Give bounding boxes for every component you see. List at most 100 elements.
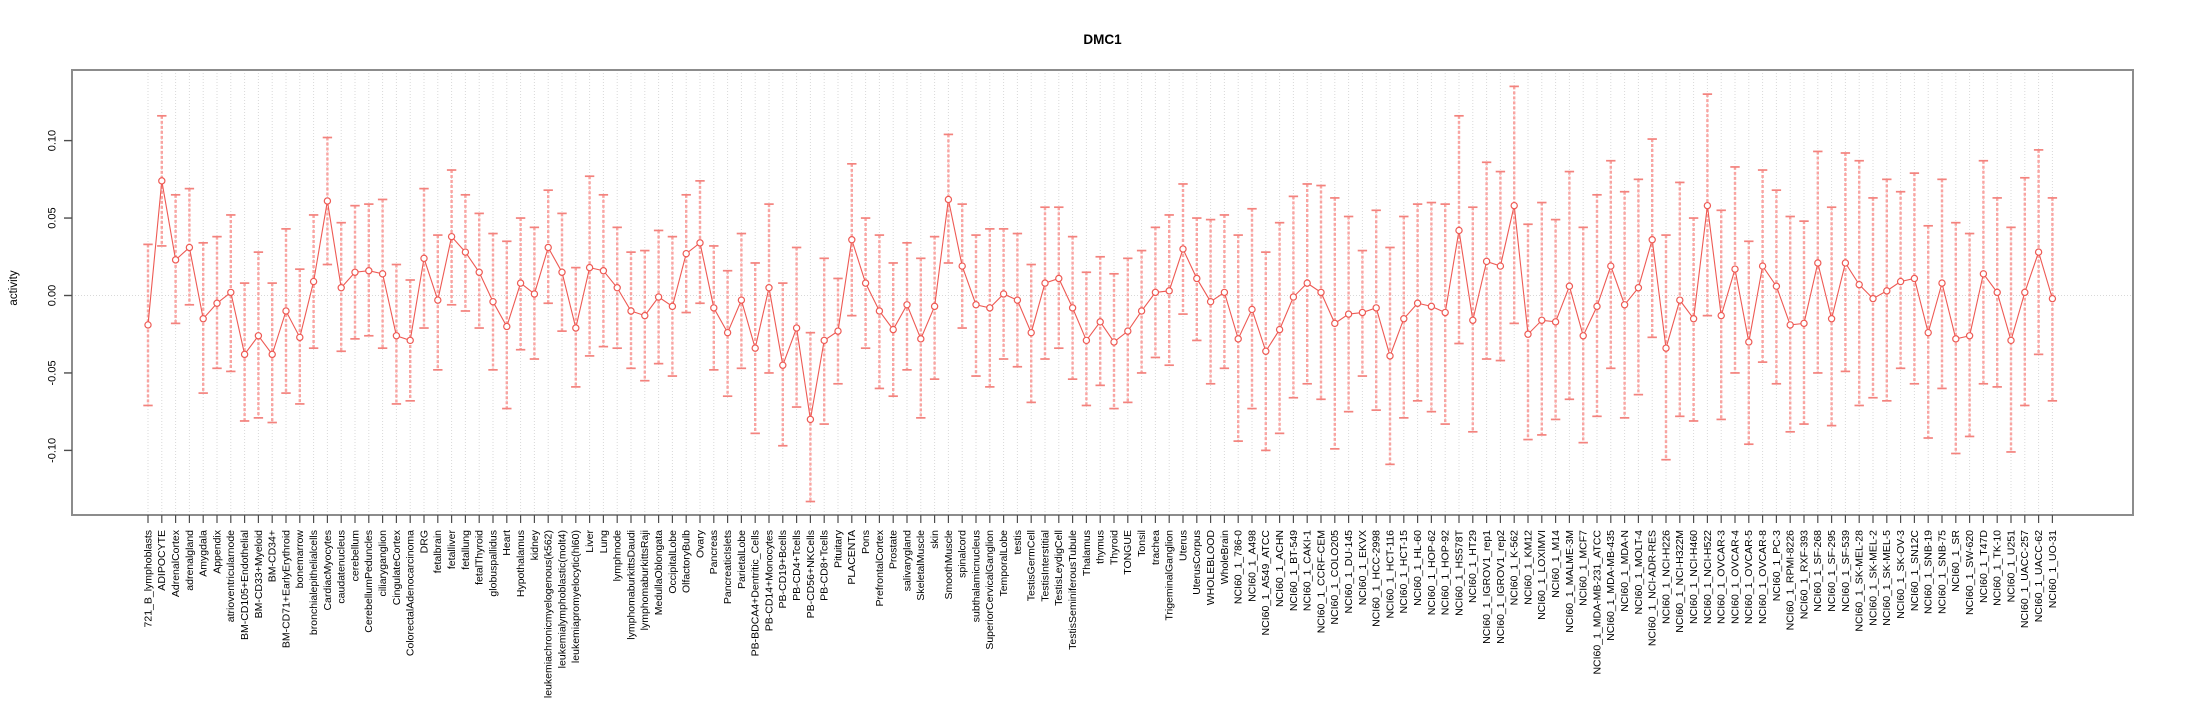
y-axis-tick-label: 0.10 — [47, 130, 59, 151]
data-point — [1869, 294, 1877, 303]
data-point — [1648, 236, 1656, 244]
data-point — [1910, 274, 1919, 283]
y-axis-tick-label: 0.00 — [47, 285, 59, 306]
data-point — [434, 296, 442, 304]
x-axis-tick-label: NCI60_1_OVCAR-4 — [1729, 530, 1741, 624]
data-point — [1482, 257, 1491, 266]
data-point — [282, 307, 290, 315]
data-point — [461, 248, 470, 256]
data-point — [1041, 279, 1049, 287]
data-point — [1952, 335, 1960, 343]
x-axis-tick-label: TestisGermCell — [1026, 530, 1038, 601]
data-point — [572, 324, 580, 332]
x-axis-tick-label: NCI60_1_EKVX — [1357, 530, 1369, 605]
x-axis-tick-label: TestisLeydigCell — [1053, 530, 1065, 606]
data-point — [737, 296, 746, 304]
data-point — [1745, 338, 1753, 346]
x-axis-tick-label: NCI60_1_A498 — [1246, 530, 1258, 602]
x-axis-tick-label: NCI60_1_HCT-15 — [1398, 530, 1410, 614]
x-axis-tick-label: Pituitary — [832, 529, 844, 568]
x-axis-tick-label: testis — [1012, 530, 1024, 555]
x-axis-tick-label: SuperiorCervicalGanglion — [984, 530, 996, 650]
x-axis-tick-label: NCI60_1_MOLT-4 — [1633, 530, 1645, 615]
data-point — [406, 336, 414, 345]
data-point — [516, 279, 525, 287]
x-axis-tick-label: PB-CD56+NKCells — [805, 530, 817, 618]
data-point — [1703, 201, 1712, 210]
x-axis-tick-label: NCI60_1_MALME-3M — [1564, 530, 1576, 633]
x-axis-tick-label: NCI60_1_UACC-62 — [2033, 530, 2045, 622]
x-axis-tick-label: kidney — [529, 529, 541, 560]
x-axis-tick-label: fetalbrain — [432, 530, 444, 573]
x-axis-tick-label: salivarygland — [901, 530, 913, 591]
x-axis-tick-label: Prostate — [888, 530, 900, 569]
data-point — [917, 335, 925, 343]
data-point — [530, 290, 539, 298]
data-point — [806, 415, 815, 424]
data-point — [1427, 302, 1436, 311]
data-point — [999, 290, 1008, 298]
x-axis-tick-label: NCI60_1_MCF7 — [1578, 530, 1590, 606]
x-axis-tick-label: NCI60_1_NCI-ADR-RES — [1647, 530, 1659, 646]
data-point — [696, 239, 704, 247]
x-axis-tick-label: NCI60_1_MDA-MB-231_ATCC — [1591, 530, 1603, 675]
x-axis-tick-label: NCI60_1_HCC-2998 — [1371, 530, 1383, 627]
x-axis-tick-label: NCI60_1_CCRF-CEM — [1315, 530, 1327, 633]
x-axis-tick-label: NCI60_1_RPMI-8226 — [1785, 530, 1797, 631]
x-axis-tick-label: NCI60_1_SW-620 — [1964, 530, 1976, 615]
data-point — [1924, 328, 1932, 337]
data-point — [682, 249, 690, 258]
data-point — [2007, 336, 2015, 345]
data-point — [254, 332, 263, 340]
data-point — [199, 315, 207, 323]
data-point — [420, 254, 428, 263]
x-axis-tick-label: PancreaticIslets — [722, 530, 734, 604]
data-point — [641, 311, 649, 320]
data-point — [765, 284, 773, 292]
data-point — [958, 262, 966, 270]
data-point — [2048, 294, 2057, 303]
x-axis-tick-label: BM-CD105+Endothelial — [239, 530, 251, 640]
data-point — [1814, 259, 1822, 267]
data-point — [820, 336, 828, 345]
data-point — [599, 267, 608, 275]
data-point — [1565, 282, 1574, 290]
x-axis-tick-label: NCI60_1_LOXIMVI — [1536, 530, 1548, 620]
x-axis-tick-label: NCI60_1_TK-10 — [1992, 530, 2004, 606]
data-point — [558, 268, 566, 276]
x-axis-tick-label: NCI60_1_SF-295 — [1826, 530, 1838, 612]
data-point — [1275, 325, 1284, 334]
y-axis-tick-label: -0.10 — [47, 438, 59, 463]
data-point — [1662, 344, 1670, 352]
x-axis-tick-label: NCI60_1_PC-3 — [1771, 530, 1783, 601]
x-axis-tick-label: CerebellumPeduncles — [363, 530, 375, 633]
data-point — [1607, 262, 1615, 270]
data-point — [1179, 245, 1187, 253]
data-point — [1068, 304, 1077, 312]
x-axis-tick-label: NCI60_1_NCI-H460 — [1688, 530, 1700, 624]
data-point — [944, 195, 953, 204]
y-axis-tick-label: 0.05 — [47, 207, 59, 228]
x-axis-tick-label: PrefrontalCortex — [874, 529, 886, 606]
data-point — [1510, 201, 1518, 210]
x-axis-tick-label: leukemialymphoblastic(molt4) — [556, 530, 568, 668]
x-axis-tick-label: leukemiapromyelocytic(hl60) — [570, 530, 582, 663]
x-axis-tick-label: NCI60_1_BT-549 — [1288, 530, 1300, 611]
chart-title: DMC1 — [1083, 32, 1122, 47]
x-axis-tick-label: NCI60_1_SNB-19 — [1923, 530, 1935, 614]
x-axis-tick-label: Thyroid — [1108, 530, 1120, 565]
data-point — [503, 322, 511, 331]
data-point — [1013, 296, 1022, 304]
x-axis-tick-label: ADIPOCYTE — [156, 530, 168, 591]
x-axis-tick-label: NCI60_1_A549_ATCC — [1260, 530, 1272, 636]
x-axis-tick-label: TrigeminalGanglion — [1164, 530, 1176, 621]
data-point — [378, 270, 387, 278]
x-axis-tick-label: caudatenucleus — [336, 530, 348, 604]
data-point — [1827, 315, 1836, 323]
data-point — [972, 301, 980, 309]
x-axis-tick-label: lymphomaburkittsRaji — [639, 530, 651, 630]
x-axis-tick-label: Heart — [501, 530, 513, 556]
x-axis-tick-label: NCI60_1_OVCAR-5 — [1743, 530, 1755, 624]
x-axis-tick-label: 721_B_lymphoblasts — [142, 530, 154, 627]
x-axis-tick-label: adrenalgland — [184, 530, 196, 591]
